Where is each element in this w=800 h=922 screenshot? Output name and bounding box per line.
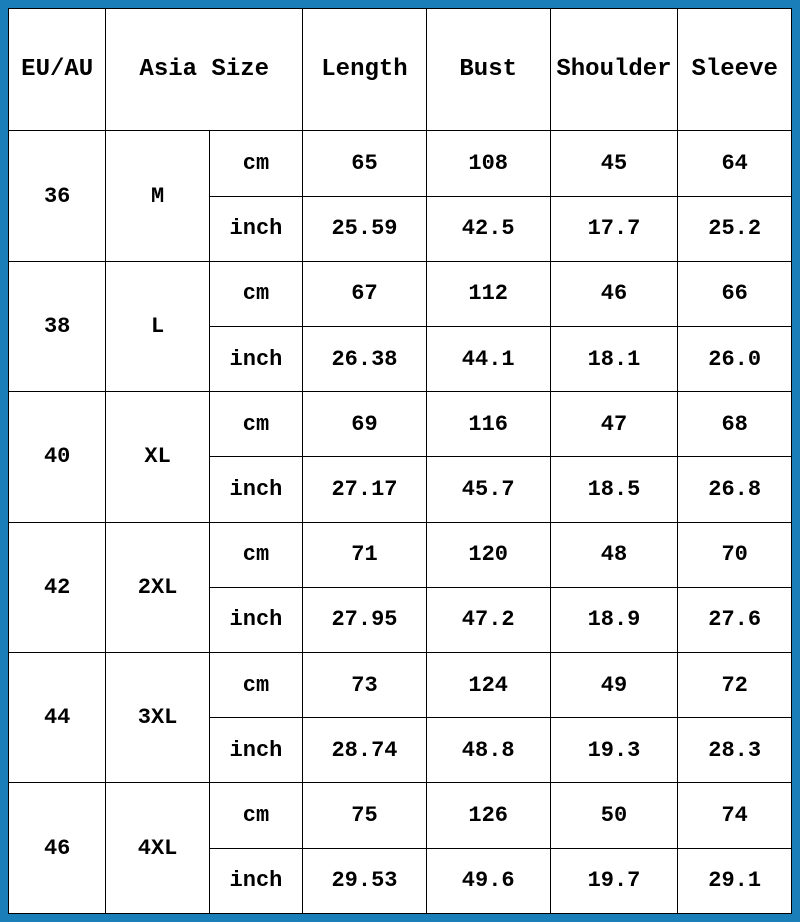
- asia-size: M: [106, 131, 209, 261]
- length-cm: 69: [303, 392, 427, 457]
- asia-size: XL: [106, 392, 209, 522]
- sleeve-cm: 70: [678, 522, 792, 587]
- unit-cm: cm: [209, 783, 302, 848]
- eu-size: 38: [9, 261, 106, 391]
- unit-cm: cm: [209, 261, 302, 326]
- length-inch: 27.95: [303, 587, 427, 652]
- unit-inch: inch: [209, 718, 302, 783]
- length-cm: 67: [303, 261, 427, 326]
- shoulder-cm: 48: [550, 522, 678, 587]
- sleeve-cm: 74: [678, 783, 792, 848]
- bust-cm: 116: [426, 392, 550, 457]
- bust-inch: 48.8: [426, 718, 550, 783]
- col-bust: Bust: [426, 9, 550, 131]
- length-inch: 26.38: [303, 327, 427, 392]
- sleeve-inch: 26.8: [678, 457, 792, 522]
- unit-inch: inch: [209, 587, 302, 652]
- table-row: 46 4XL cm 75 126 50 74: [9, 783, 792, 848]
- length-inch: 27.17: [303, 457, 427, 522]
- unit-inch: inch: [209, 457, 302, 522]
- shoulder-inch: 18.1: [550, 327, 678, 392]
- bust-cm: 126: [426, 783, 550, 848]
- shoulder-inch: 19.3: [550, 718, 678, 783]
- table-row: 40 XL cm 69 116 47 68: [9, 392, 792, 457]
- sleeve-inch: 27.6: [678, 587, 792, 652]
- header-row: EU/AU Asia Size Length Bust Shoulder Sle…: [9, 9, 792, 131]
- sleeve-inch: 25.2: [678, 196, 792, 261]
- asia-size: 4XL: [106, 783, 209, 914]
- length-inch: 25.59: [303, 196, 427, 261]
- bust-inch: 49.6: [426, 848, 550, 913]
- unit-inch: inch: [209, 196, 302, 261]
- shoulder-inch: 18.5: [550, 457, 678, 522]
- shoulder-cm: 47: [550, 392, 678, 457]
- bust-inch: 42.5: [426, 196, 550, 261]
- eu-size: 40: [9, 392, 106, 522]
- eu-size: 36: [9, 131, 106, 261]
- sleeve-cm: 66: [678, 261, 792, 326]
- shoulder-inch: 18.9: [550, 587, 678, 652]
- eu-size: 42: [9, 522, 106, 652]
- col-shoulder: Shoulder: [550, 9, 678, 131]
- table-row: 36 M cm 65 108 45 64: [9, 131, 792, 196]
- shoulder-cm: 45: [550, 131, 678, 196]
- sleeve-cm: 72: [678, 653, 792, 718]
- shoulder-inch: 19.7: [550, 848, 678, 913]
- shoulder-inch: 17.7: [550, 196, 678, 261]
- col-sleeve: Sleeve: [678, 9, 792, 131]
- eu-size: 46: [9, 783, 106, 914]
- bust-inch: 47.2: [426, 587, 550, 652]
- length-cm: 65: [303, 131, 427, 196]
- length-cm: 75: [303, 783, 427, 848]
- sleeve-cm: 64: [678, 131, 792, 196]
- unit-inch: inch: [209, 848, 302, 913]
- eu-size: 44: [9, 653, 106, 783]
- unit-inch: inch: [209, 327, 302, 392]
- bust-cm: 120: [426, 522, 550, 587]
- bust-cm: 124: [426, 653, 550, 718]
- bust-inch: 45.7: [426, 457, 550, 522]
- unit-cm: cm: [209, 522, 302, 587]
- col-eu-au: EU/AU: [9, 9, 106, 131]
- unit-cm: cm: [209, 131, 302, 196]
- bust-inch: 44.1: [426, 327, 550, 392]
- table-row: 42 2XL cm 71 120 48 70: [9, 522, 792, 587]
- shoulder-cm: 46: [550, 261, 678, 326]
- asia-size: L: [106, 261, 209, 391]
- sleeve-inch: 28.3: [678, 718, 792, 783]
- length-inch: 28.74: [303, 718, 427, 783]
- asia-size: 2XL: [106, 522, 209, 652]
- bust-cm: 108: [426, 131, 550, 196]
- sleeve-inch: 29.1: [678, 848, 792, 913]
- unit-cm: cm: [209, 392, 302, 457]
- table-row: 38 L cm 67 112 46 66: [9, 261, 792, 326]
- bust-cm: 112: [426, 261, 550, 326]
- shoulder-cm: 50: [550, 783, 678, 848]
- length-cm: 71: [303, 522, 427, 587]
- length-inch: 29.53: [303, 848, 427, 913]
- size-chart-table: EU/AU Asia Size Length Bust Shoulder Sle…: [8, 8, 792, 914]
- sleeve-inch: 26.0: [678, 327, 792, 392]
- col-length: Length: [303, 9, 427, 131]
- shoulder-cm: 49: [550, 653, 678, 718]
- unit-cm: cm: [209, 653, 302, 718]
- sleeve-cm: 68: [678, 392, 792, 457]
- table-row: 44 3XL cm 73 124 49 72: [9, 653, 792, 718]
- length-cm: 73: [303, 653, 427, 718]
- asia-size: 3XL: [106, 653, 209, 783]
- col-asia-size: Asia Size: [106, 9, 303, 131]
- size-chart-frame: EU/AU Asia Size Length Bust Shoulder Sle…: [0, 0, 800, 922]
